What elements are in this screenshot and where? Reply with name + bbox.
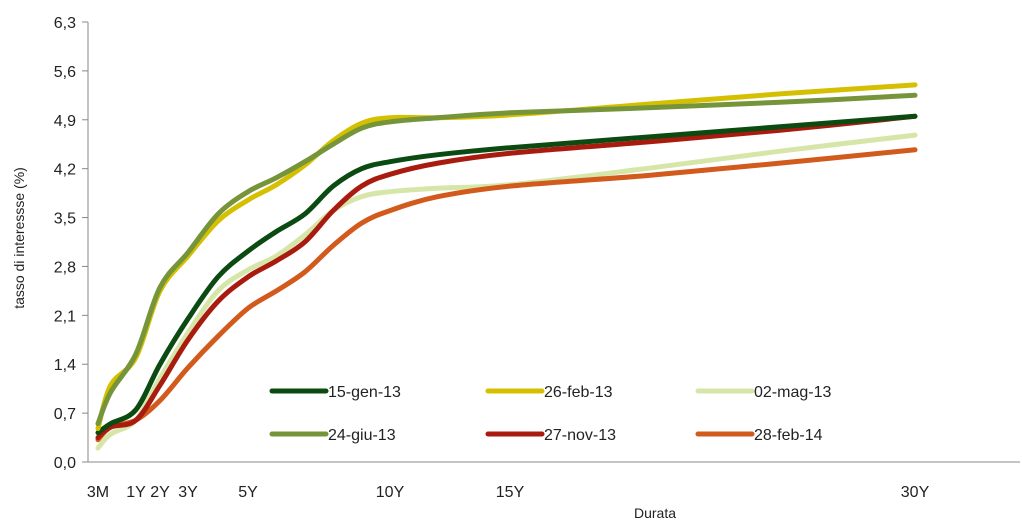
legend-label: 28-feb-14 xyxy=(754,427,823,444)
x-tick-label: 3Y xyxy=(178,484,198,501)
series-line-26-feb-13 xyxy=(95,82,918,431)
legend-label: 15-gen-13 xyxy=(328,384,401,401)
x-tick-label: 5Y xyxy=(238,484,258,501)
series-layer xyxy=(95,82,918,451)
series-line-24-giu-13 xyxy=(95,92,918,427)
y-axis-title: tasso di interessse (%) xyxy=(11,167,27,309)
x-tick-label: 15Y xyxy=(496,484,525,501)
y-tick-label: 2,1 xyxy=(54,308,76,325)
series-line-27-nov-13 xyxy=(95,113,918,441)
series-line-28-feb-14 xyxy=(95,147,918,443)
x-tick-label: 2Y xyxy=(150,484,170,501)
axes-layer: 0,0 0,7 1,4 2,1 2,8 3,5 4,2 4,9 5,6 6,3 3M 1Y 2Y 3Y 5Y… xyxy=(54,15,1020,501)
y-tick-label: 1,4 xyxy=(54,357,76,374)
x-tick-label: 30Y xyxy=(901,484,930,501)
legend-label: 27-nov-13 xyxy=(544,427,616,444)
x-tick-label: 1Y xyxy=(126,484,146,501)
y-tick-label: 0,7 xyxy=(54,406,76,423)
y-tick-label: 4,2 xyxy=(54,162,76,179)
legend-label: 24-giu-13 xyxy=(328,427,396,444)
y-tick-label: 5,6 xyxy=(54,64,76,81)
legend-label: 02-mag-13 xyxy=(754,384,831,401)
x-tick-label: 3M xyxy=(87,484,109,501)
x-tick-label: 10Y xyxy=(376,484,405,501)
y-tick-label: 3,5 xyxy=(54,211,76,228)
y-tick-label: 0,0 xyxy=(54,455,76,472)
series-line-02-mag-13 xyxy=(95,132,918,451)
x-axis-title: Durata xyxy=(634,505,676,521)
legend: 15-gen-13 26-feb-13 02-mag-13 24-giu-13 27-n… xyxy=(269,384,831,444)
y-tick-label: 2,8 xyxy=(54,259,76,276)
y-tick-label: 4,9 xyxy=(54,113,76,130)
y-tick-label: 6,3 xyxy=(54,15,76,32)
series-line-15-gen-13 xyxy=(95,113,918,436)
legend-label: 26-feb-13 xyxy=(544,384,613,401)
